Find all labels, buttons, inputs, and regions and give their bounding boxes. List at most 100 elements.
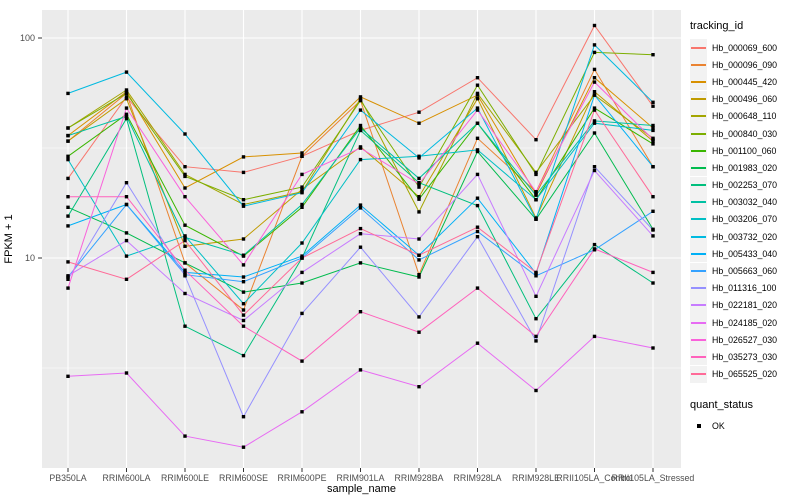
series-color-swatch-icon [690, 142, 707, 160]
data-point [183, 291, 187, 296]
legend-entry: Hb_000445_420 [690, 73, 800, 91]
data-point [66, 260, 70, 264]
data-point [651, 228, 655, 232]
data-point [124, 277, 129, 281]
data-point [124, 195, 129, 199]
data-point [358, 123, 363, 128]
data-point [534, 388, 538, 393]
legend-title-quant-status: quant_status [690, 398, 753, 411]
data-point [241, 280, 246, 284]
data-point [358, 95, 363, 99]
data-point [66, 214, 70, 218]
data-point [592, 23, 597, 28]
legend-panel: tracking_id Hb_000069_600 Hb_000096_090 Hb… [690, 20, 800, 435]
data-point [124, 254, 129, 258]
data-point [592, 50, 597, 55]
data-point [592, 43, 597, 47]
data-point [241, 275, 246, 279]
data-point [592, 119, 597, 123]
data-point [241, 290, 246, 294]
data-point [183, 186, 187, 190]
data-point [183, 434, 187, 438]
data-point [183, 174, 187, 179]
data-point [417, 210, 421, 214]
series-color-swatch-icon [690, 39, 707, 57]
data-point [417, 273, 421, 277]
legend-entry-label: Hb_026527_030 [712, 334, 778, 345]
data-point [534, 170, 538, 175]
series-color-swatch-icon [690, 193, 707, 211]
legend-entry-label: Hb_024185_020 [712, 317, 778, 328]
data-point [358, 97, 363, 101]
data-point [358, 245, 363, 249]
data-point [475, 136, 480, 140]
legend-entry-label: Hb_000840_030 [712, 128, 778, 139]
legend-entry: Hb_003206_070 [690, 210, 800, 228]
legend-entry: Hb_000840_030 [690, 125, 800, 143]
data-point [417, 258, 421, 262]
data-point [651, 100, 655, 104]
data-point [66, 126, 70, 130]
data-point [534, 193, 538, 197]
data-point [475, 83, 480, 87]
data-point [475, 196, 480, 200]
data-point [300, 256, 304, 260]
legend-entry-label: Hb_005663_060 [712, 266, 778, 277]
legend-entry: Hb_035273_030 [690, 348, 800, 366]
series-color-swatch-icon [690, 331, 707, 349]
data-point [183, 195, 187, 199]
data-point [183, 132, 187, 136]
legend-entry-label: Hb_065525_020 [712, 369, 778, 380]
x-tick-label: RRIM600LE [161, 473, 209, 483]
data-point [241, 253, 246, 257]
legend-entries: Hb_000069_600 Hb_000096_090 Hb_000445_420 H… [690, 39, 800, 383]
data-point [183, 234, 187, 238]
data-point [124, 95, 129, 99]
data-point [124, 106, 129, 110]
data-point [241, 318, 246, 323]
data-point [66, 205, 70, 209]
legend-entry-label: Hb_000496_060 [712, 94, 778, 105]
data-point [241, 302, 246, 306]
series-color-swatch-icon [690, 228, 707, 246]
data-point [66, 224, 70, 228]
legend-entry: Hb_000648_110 [690, 107, 800, 125]
data-point [241, 313, 246, 317]
data-point [124, 231, 129, 235]
data-point [651, 234, 655, 238]
data-point [66, 91, 70, 96]
data-point [358, 128, 363, 133]
data-point [300, 311, 304, 316]
data-point [417, 195, 421, 199]
series-color-swatch-icon [690, 262, 707, 280]
series-color-swatch-icon [690, 314, 707, 332]
data-point [300, 205, 304, 209]
data-point [66, 139, 70, 143]
data-point [66, 274, 70, 278]
data-point [651, 137, 655, 142]
x-tick-label: RRIM600LA [103, 473, 151, 483]
series-color-swatch-icon [690, 279, 707, 297]
data-point [124, 70, 129, 74]
data-point [534, 138, 538, 142]
data-point [66, 176, 70, 181]
series-color-swatch-icon [690, 56, 707, 74]
data-point [651, 123, 655, 128]
data-point [417, 182, 421, 186]
data-point [124, 88, 129, 92]
legend-entry: Hb_005663_060 [690, 262, 800, 280]
data-point [241, 415, 246, 419]
x-tick-label: RRII105LA_Control [556, 473, 632, 483]
series-color-swatch-icon [690, 90, 707, 108]
data-point [417, 176, 421, 181]
data-point [651, 281, 655, 285]
series-color-swatch-icon [690, 176, 707, 194]
data-point [66, 195, 70, 199]
legend-entry-label: Hb_000096_090 [712, 59, 778, 70]
series-color-swatch-icon [690, 296, 707, 314]
data-point [124, 371, 129, 375]
legend-title-tracking-id: tracking_id [690, 20, 744, 32]
data-point [417, 156, 421, 160]
data-point [651, 270, 655, 275]
data-point [417, 197, 421, 201]
